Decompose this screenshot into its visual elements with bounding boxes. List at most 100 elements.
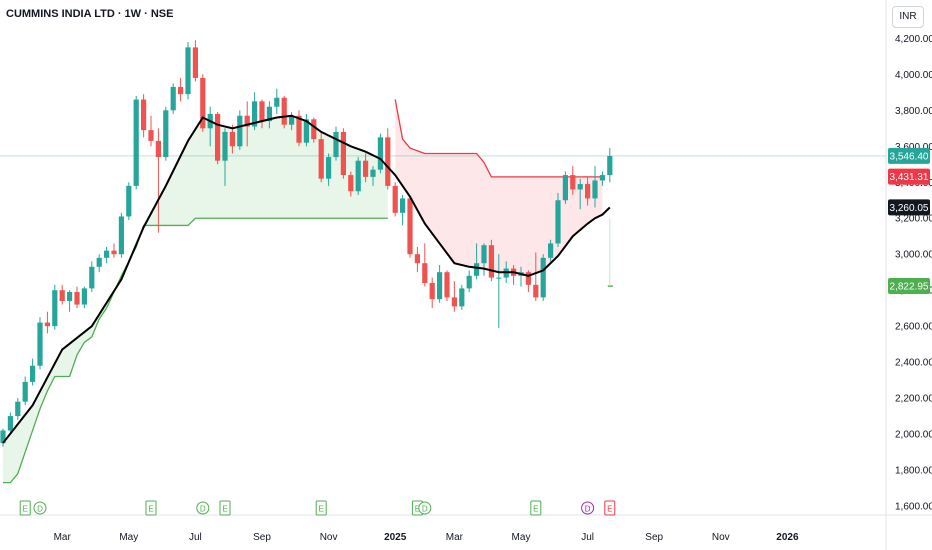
x-tick-label: Sep — [645, 532, 663, 543]
candle-body — [437, 272, 443, 300]
candle-body — [229, 131, 235, 147]
candle-body — [414, 254, 420, 264]
event-label: D — [37, 505, 43, 514]
resistance-line — [394, 99, 603, 178]
candle-body — [59, 290, 65, 301]
candle-body — [459, 288, 465, 307]
earnings-icon — [530, 500, 542, 516]
candle-body — [192, 47, 198, 78]
earnings-icon — [604, 500, 616, 516]
earnings-icon — [19, 500, 31, 516]
candle-body — [407, 198, 413, 255]
y-tick-label: 3,200.00 — [895, 214, 932, 225]
price-label-text: 2,822.95 — [890, 282, 929, 293]
y-tick-label: 2,600.00 — [895, 322, 932, 333]
candle-body — [133, 99, 139, 186]
y-tick-label: 2,200.00 — [895, 394, 932, 405]
resistance-zone-fill — [395, 99, 603, 276]
candle-body — [548, 243, 554, 258]
candle-body — [488, 245, 494, 278]
candle-body — [44, 322, 50, 327]
candle-body — [244, 115, 250, 127]
x-tick-label: May — [512, 532, 531, 543]
candle-body — [348, 175, 354, 192]
candle-body — [222, 131, 228, 161]
y-tick-label: 1,800.00 — [895, 466, 932, 477]
candle-body — [400, 198, 406, 213]
event-label: E — [148, 505, 153, 514]
candle-body — [37, 322, 43, 366]
candle-body — [0, 430, 6, 444]
candle-body — [570, 175, 576, 190]
candle-body — [96, 257, 102, 267]
price-label-text: 3,260.05 — [890, 203, 929, 214]
candle-body — [15, 401, 21, 417]
candle-body — [259, 101, 265, 122]
candle-body — [155, 140, 161, 158]
y-tick-label: 1,600.00 — [895, 502, 932, 513]
y-tick-label: 3,600.00 — [895, 142, 932, 153]
event-label: E — [319, 505, 324, 514]
candle-body — [22, 381, 28, 402]
candle-body — [496, 277, 502, 279]
x-tick-label: Mar — [54, 532, 72, 543]
candle-body — [111, 250, 117, 255]
y-tick-label: 4,000.00 — [895, 70, 932, 81]
event-label: E — [222, 505, 227, 514]
candle-body — [266, 106, 272, 122]
dividend-icon — [196, 501, 210, 515]
candle-body — [429, 282, 435, 300]
candle-body — [392, 185, 398, 213]
price-label-ma — [888, 199, 930, 216]
event-label: E — [607, 505, 612, 514]
x-tick-label: Jul — [189, 532, 202, 543]
support-line — [3, 217, 388, 484]
candle-body — [126, 185, 132, 217]
candle-body — [340, 131, 346, 176]
candle-body — [237, 115, 243, 147]
candle-body — [607, 156, 613, 176]
event-label: E — [415, 505, 420, 514]
candle-body — [525, 272, 531, 285]
y-tick-label: 3,800.00 — [895, 106, 932, 117]
y-tick-label: 4,200.00 — [895, 34, 932, 45]
earnings-icon — [219, 500, 231, 516]
x-tick-label: Sep — [253, 532, 271, 543]
event-label: E — [23, 505, 28, 514]
candle-body — [562, 175, 568, 201]
candle-body — [303, 119, 309, 143]
candle-body — [599, 175, 605, 181]
candle-body — [451, 297, 457, 307]
candle-body — [318, 139, 324, 179]
candle-body — [170, 86, 176, 111]
x-tick-label: 2025 — [384, 532, 407, 543]
x-tick-label: May — [119, 532, 138, 543]
price-label-text: 3,546.40 — [890, 151, 929, 162]
candle-body — [363, 160, 369, 177]
currency-selector[interactable]: INR — [892, 6, 924, 28]
earnings-icon — [145, 500, 157, 516]
candle-body — [422, 263, 428, 283]
y-tick-label: 2,400.00 — [895, 358, 932, 369]
candle-body — [52, 290, 58, 327]
candle-body — [274, 97, 280, 107]
candle-body — [67, 291, 73, 301]
price-label-last — [888, 147, 930, 164]
price-label-text: 3,431.31 — [890, 172, 929, 183]
event-label: D — [422, 505, 428, 514]
candle-body — [104, 250, 110, 258]
price-label-support — [888, 278, 930, 295]
event-label: E — [533, 505, 538, 514]
candle-body — [89, 266, 95, 289]
candle-body — [311, 119, 317, 140]
candle-body — [474, 263, 480, 276]
candle-body — [74, 291, 80, 305]
candle-body — [444, 272, 450, 298]
candle-body — [178, 86, 184, 95]
candle-body — [81, 288, 87, 305]
candle-body — [592, 180, 598, 199]
x-tick-label: 2026 — [776, 532, 799, 543]
candle-body — [326, 157, 332, 179]
candle-body — [296, 115, 302, 143]
